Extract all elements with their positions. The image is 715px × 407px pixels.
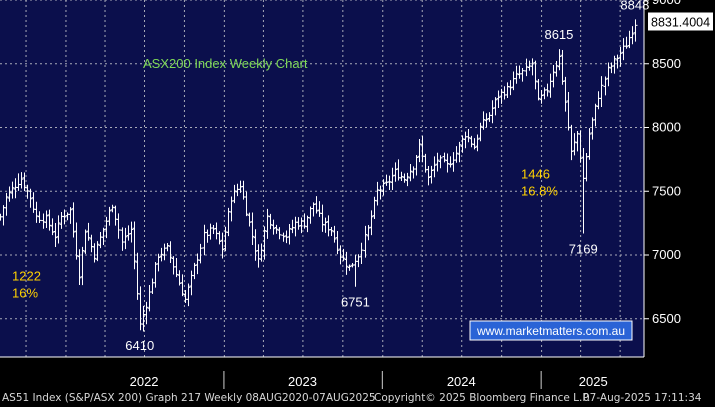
y-tick-label: 8000: [652, 120, 681, 135]
chart-title: ASX200 Index Weekly Chart: [143, 56, 308, 71]
footer-bar: AS51 Index (S&P/ASX 200) Graph 217 Weekl…: [0, 389, 715, 407]
y-axis-background: [644, 0, 715, 407]
plot-background: [0, 0, 644, 357]
move-annotation: 1446: [521, 167, 550, 182]
footer-copyright: Copyright© 2025 Bloomberg Finance L.P.: [374, 392, 591, 404]
watermark-background: [469, 320, 633, 341]
footer-timestamp: 07-Aug-2025 17:11:34: [583, 392, 702, 404]
x-axis: 2022 2023 2024 2025: [0, 356, 644, 389]
price-annotation: 6410: [125, 338, 154, 353]
x-axis-background: [0, 357, 644, 389]
move-annotation: 1222: [12, 269, 41, 284]
last-price-tag-background: [648, 12, 713, 31]
move-annotation: 16.8%: [521, 184, 558, 199]
last-price-tag: 8831.4004: [648, 12, 713, 31]
y-axis: 6500 7000 7500 8000 8500 9000: [643, 0, 681, 357]
grid-layer: [0, 0, 644, 357]
price-annotation: 6751: [341, 295, 370, 310]
watermark-url[interactable]: www.marketmatters.com.au: [476, 324, 625, 338]
price-bars: [0, 19, 638, 332]
y-tick-label: 6500: [652, 311, 681, 326]
annotation-layer: 8848 8615 6410 6751 7169 1222 16% 1446 16.8%: [12, 0, 649, 353]
y-tick-label: 9000: [652, 0, 681, 7]
price-annotation: 8615: [544, 27, 573, 42]
y-tick-label: 8500: [652, 56, 681, 71]
price-annotation: 8848: [620, 0, 649, 12]
watermark-badge[interactable]: www.marketmatters.com.au: [469, 320, 633, 341]
x-tick-label: 2023: [288, 374, 317, 389]
price-annotation: 7169: [569, 241, 598, 256]
last-price-label: 8831.4004: [651, 15, 710, 29]
y-tick-label: 7500: [652, 183, 681, 198]
x-tick-label: 2022: [130, 374, 159, 389]
y-tick-label: 7000: [652, 247, 681, 262]
x-tick-label: 2024: [447, 374, 476, 389]
move-annotation: 16%: [12, 286, 38, 301]
x-tick-label: 2025: [579, 374, 608, 389]
footer-security-info: AS51 Index (S&P/ASX 200) Graph 217 Weekl…: [2, 392, 376, 404]
